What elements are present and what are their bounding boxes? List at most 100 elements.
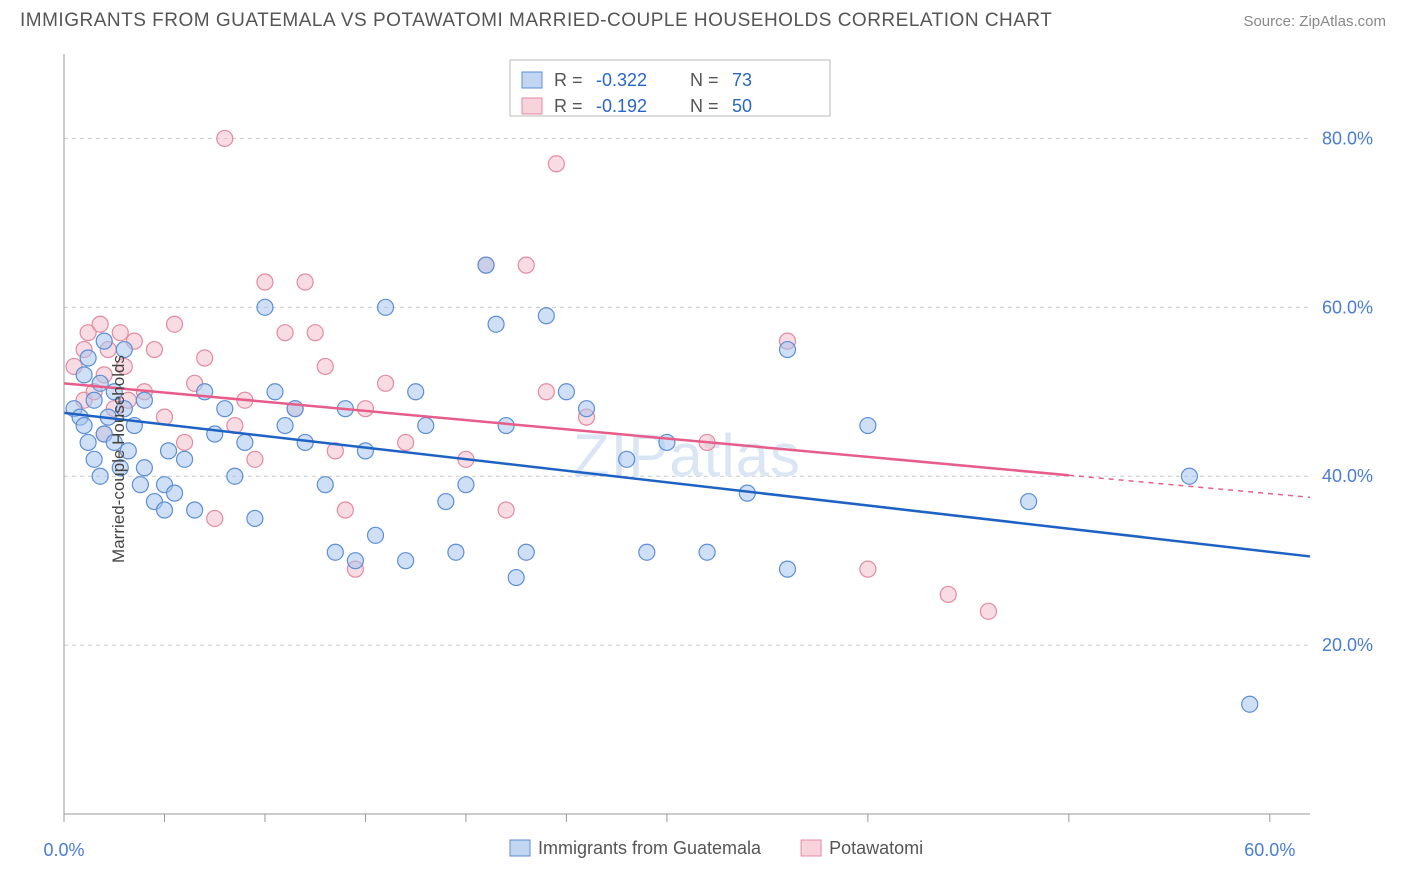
scatter-point (136, 460, 152, 476)
scatter-point (197, 350, 213, 366)
scatter-point (207, 510, 223, 526)
scatter-point (80, 350, 96, 366)
legend-swatch (522, 98, 542, 114)
scatter-point (357, 443, 373, 459)
scatter-point (408, 384, 424, 400)
y-tick-label: 40.0% (1322, 466, 1373, 486)
y-axis-label: Married-couple Households (109, 355, 129, 563)
scatter-point (177, 434, 193, 450)
scatter-point (92, 468, 108, 484)
scatter-point (297, 274, 313, 290)
legend-n-label: N = (690, 96, 719, 116)
scatter-point (86, 451, 102, 467)
scatter-point (518, 544, 534, 560)
scatter-point (558, 384, 574, 400)
scatter-point (478, 257, 494, 273)
scatter-point (146, 342, 162, 358)
legend-r-label: R = (554, 70, 583, 90)
scatter-point (217, 401, 233, 417)
scatter-point (327, 544, 343, 560)
scatter-point (92, 316, 108, 332)
scatter-point (508, 570, 524, 586)
scatter-point (699, 544, 715, 560)
scatter-point (317, 358, 333, 374)
scatter-point (80, 434, 96, 450)
scatter-point (1242, 696, 1258, 712)
scatter-point (317, 477, 333, 493)
scatter-point (1021, 494, 1037, 510)
legend-r-value: -0.322 (596, 70, 647, 90)
legend-swatch (522, 72, 542, 88)
scatter-point (86, 392, 102, 408)
scatter-point (448, 544, 464, 560)
scatter-point (167, 316, 183, 332)
scatter-point (398, 553, 414, 569)
scatter-point (277, 325, 293, 341)
scatter-point (92, 375, 108, 391)
scatter-point (498, 502, 514, 518)
scatter-point (96, 333, 112, 349)
scatter-point (76, 367, 92, 383)
chart-title: IMMIGRANTS FROM GUATEMALA VS POTAWATOMI … (20, 10, 1052, 32)
y-tick-label: 60.0% (1322, 297, 1373, 317)
legend-n-value: 73 (732, 70, 752, 90)
legend-n-value: 50 (732, 96, 752, 116)
scatter-point (227, 468, 243, 484)
x-tick-label: 0.0% (43, 840, 84, 860)
scatter-point (136, 392, 152, 408)
scatter-point (132, 477, 148, 493)
scatter-point (860, 418, 876, 434)
scatter-point (257, 274, 273, 290)
scatter-point (538, 308, 554, 324)
scatter-point (1181, 468, 1197, 484)
scatter-point (177, 451, 193, 467)
scatter-point (458, 477, 474, 493)
scatter-point (76, 418, 92, 434)
scatter-point (237, 434, 253, 450)
scatter-point (337, 502, 353, 518)
scatter-point (619, 451, 635, 467)
scatter-point (277, 418, 293, 434)
scatter-point (378, 299, 394, 315)
scatter-point (518, 257, 534, 273)
scatter-point (161, 443, 177, 459)
x-tick-label: 60.0% (1244, 840, 1295, 860)
scatter-point (247, 510, 263, 526)
scatter-point (257, 299, 273, 315)
scatter-point (347, 553, 363, 569)
scatter-point (217, 130, 233, 146)
scatter-point (980, 603, 996, 619)
scatter-point (418, 418, 434, 434)
scatter-point (247, 451, 263, 467)
scatter-point (639, 544, 655, 560)
scatter-point (579, 401, 595, 417)
correlation-chart: 20.0%40.0%60.0%80.0%ZIPatlas0.0%60.0%R =… (20, 46, 1386, 872)
scatter-point (548, 156, 564, 172)
scatter-point (187, 502, 203, 518)
legend-swatch (801, 840, 821, 856)
legend-series-label: Immigrants from Guatemala (538, 838, 762, 858)
scatter-point (378, 375, 394, 391)
scatter-point (368, 527, 384, 543)
legend-r-value: -0.192 (596, 96, 647, 116)
scatter-point (112, 325, 128, 341)
scatter-point (538, 384, 554, 400)
legend-r-label: R = (554, 96, 583, 116)
scatter-point (156, 502, 172, 518)
scatter-point (940, 586, 956, 602)
scatter-point (488, 316, 504, 332)
scatter-point (167, 485, 183, 501)
scatter-point (357, 401, 373, 417)
scatter-point (307, 325, 323, 341)
y-tick-label: 80.0% (1322, 128, 1373, 148)
scatter-point (398, 434, 414, 450)
scatter-point (860, 561, 876, 577)
scatter-point (779, 342, 795, 358)
scatter-point (779, 561, 795, 577)
scatter-point (267, 384, 283, 400)
y-tick-label: 20.0% (1322, 635, 1373, 655)
legend-n-label: N = (690, 70, 719, 90)
legend-swatch (510, 840, 530, 856)
scatter-point (438, 494, 454, 510)
scatter-point (498, 418, 514, 434)
